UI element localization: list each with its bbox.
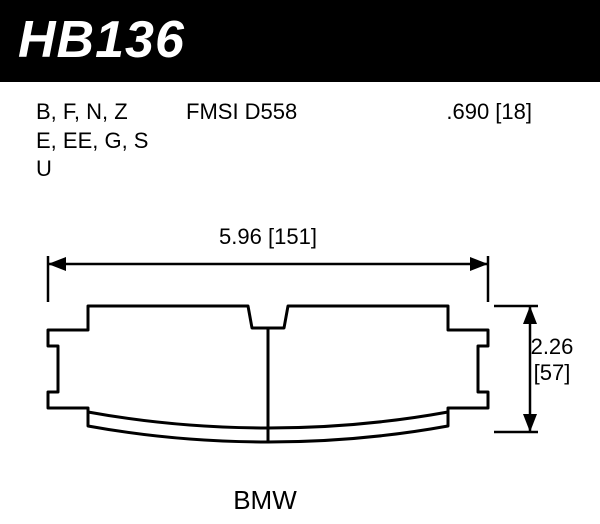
- height-arrow: [494, 306, 538, 432]
- brake-pad-svg: [0, 194, 600, 524]
- width-arrow: [48, 256, 488, 302]
- compounds-line: U: [36, 155, 186, 184]
- spec-row: B, F, N, Z E, EE, G, S U FMSI D558 .690 …: [0, 82, 600, 194]
- brake-pad-outline: [48, 306, 488, 442]
- compounds-line: B, F, N, Z: [36, 98, 186, 127]
- thickness-column: .690 [18]: [386, 98, 580, 184]
- compounds-column: B, F, N, Z E, EE, G, S U: [36, 98, 186, 184]
- fmsi-code: FMSI D558: [186, 98, 386, 127]
- diagram-area: 5.96 [151] 2.26 [57]: [0, 194, 600, 524]
- compounds-line: E, EE, G, S: [36, 127, 186, 156]
- thickness-value: .690 [18]: [386, 98, 532, 127]
- brand-label: BMW: [0, 485, 530, 516]
- header-bar: HB136: [0, 0, 600, 82]
- part-number: HB136: [18, 10, 582, 70]
- fmsi-column: FMSI D558: [186, 98, 386, 184]
